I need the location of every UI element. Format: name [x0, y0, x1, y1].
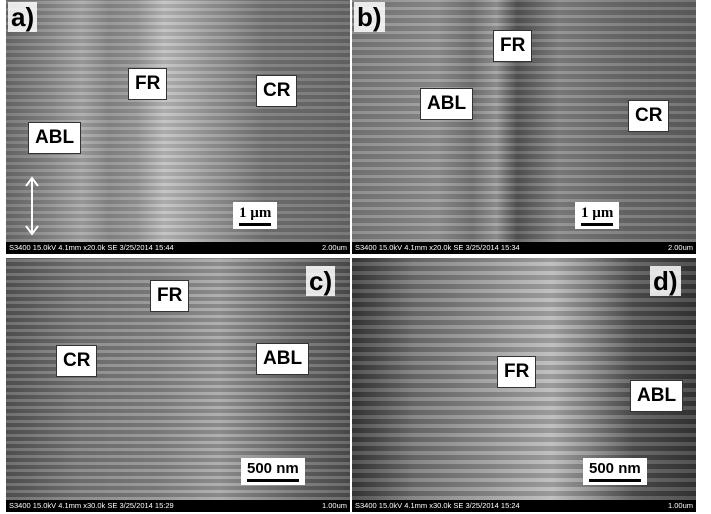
info-scale: 2.00um: [322, 242, 347, 254]
region-label: FR: [497, 356, 536, 388]
info-text: S3400 15.0kV 4.1mm x20.0k SE 3/25/2014 1…: [9, 242, 174, 254]
scale-bar-label: 1 µm: [233, 202, 277, 229]
region-label: CR: [628, 100, 669, 132]
info-text: S3400 15.0kV 4.1mm x20.0k SE 3/25/2014 1…: [355, 242, 520, 254]
info-scale: 1.00um: [322, 500, 347, 512]
region-label: FR: [128, 68, 167, 100]
region-label: CR: [56, 345, 97, 377]
panel-letter: b): [354, 2, 385, 32]
figure: a) FR CR ABL 1 µm S3400 15.0kV 4.1mm x20.0k S…: [0, 0, 711, 514]
panel-letter: a): [8, 2, 37, 32]
scale-bar-label: 1 µm: [575, 202, 619, 229]
info-bar: S3400 15.0kV 4.1mm x20.0k SE 3/25/2014 1…: [6, 242, 350, 254]
info-text: S3400 15.0kV 4.1mm x30.0k SE 3/25/2014 1…: [355, 500, 520, 512]
sem-panel: b) FR ABL CR 1 µm S3400 15.0kV 4.1mm x20.0k S…: [352, 0, 696, 254]
scale-bar-label: 500 nm: [241, 458, 305, 485]
info-scale: 1.00um: [668, 500, 693, 512]
info-bar: S3400 15.0kV 4.1mm x20.0k SE 3/25/2014 1…: [352, 242, 696, 254]
region-label: FR: [150, 280, 189, 312]
sem-panel: a) FR CR ABL 1 µm S3400 15.0kV 4.1mm x20.0k S…: [6, 0, 350, 254]
direction-arrow: [22, 176, 42, 236]
region-label: ABL: [420, 88, 473, 120]
info-scale: 2.00um: [668, 242, 693, 254]
info-bar: S3400 15.0kV 4.1mm x30.0k SE 3/25/2014 1…: [352, 500, 696, 512]
region-label: ABL: [630, 380, 683, 412]
sem-panel: d) FR ABL 500 nm S3400 15.0kV 4.1mm x30.0k S…: [352, 258, 696, 512]
region-label: CR: [256, 75, 297, 107]
panel-letter: d): [650, 266, 681, 296]
region-label: ABL: [28, 122, 81, 154]
region-label: FR: [493, 30, 532, 62]
region-label: ABL: [256, 343, 309, 375]
panel-letter: c): [306, 266, 335, 296]
scale-bar-label: 500 nm: [583, 458, 647, 485]
info-text: S3400 15.0kV 4.1mm x30.0k SE 3/25/2014 1…: [9, 500, 174, 512]
sem-panel: c) FR CR ABL 500 nm S3400 15.0kV 4.1mm x30.0k…: [6, 258, 350, 512]
sem-image: [6, 0, 350, 242]
info-bar: S3400 15.0kV 4.1mm x30.0k SE 3/25/2014 1…: [6, 500, 350, 512]
